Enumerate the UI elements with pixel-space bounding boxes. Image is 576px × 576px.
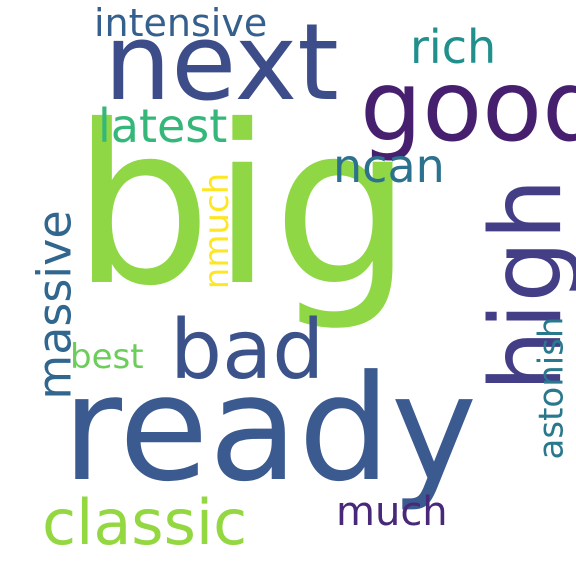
word-good: good	[360, 50, 576, 164]
word-rich: rich	[410, 20, 497, 74]
word-big: big	[72, 78, 413, 334]
word-best: best	[70, 337, 144, 377]
word-nmuch: nmuch	[197, 172, 238, 290]
word-next: next	[104, 1, 339, 124]
word-ncan: ncan	[333, 139, 445, 193]
word-astonish: astonish	[531, 316, 572, 460]
word-classic: classic	[42, 486, 248, 559]
word-latest: latest	[98, 99, 228, 153]
word-bad: bad	[170, 303, 325, 398]
word-intensive: intensive	[94, 1, 268, 45]
word-much: much	[336, 489, 448, 535]
word-ready: ready	[62, 344, 478, 514]
